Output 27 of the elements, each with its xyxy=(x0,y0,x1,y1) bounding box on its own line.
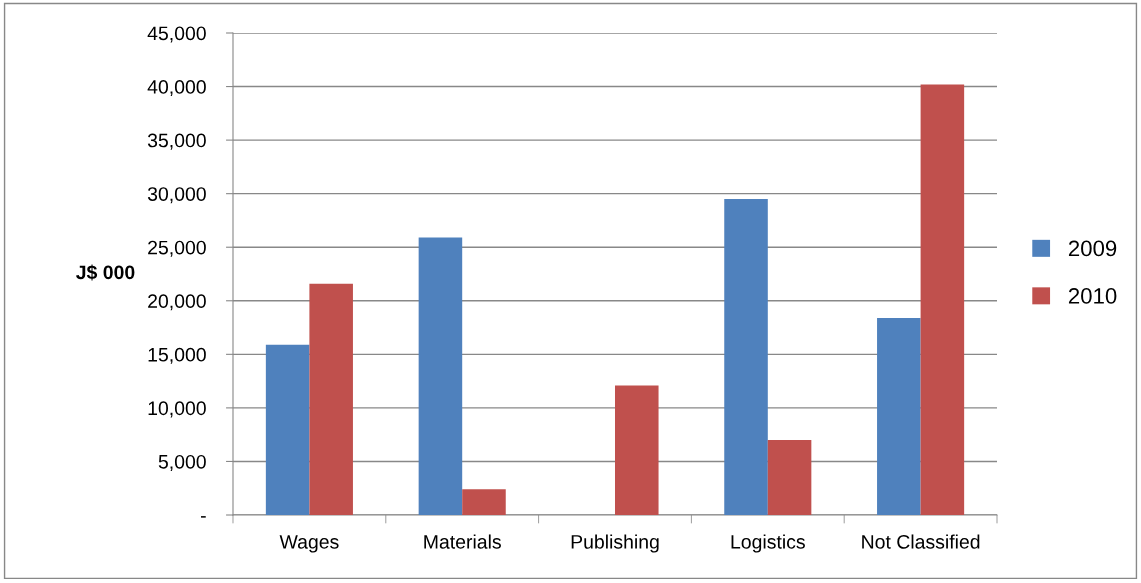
y-axis-title: J$ 000 xyxy=(76,264,135,281)
y-tick-label: 35,000 xyxy=(147,133,206,150)
x-tick-label: Publishing xyxy=(571,534,659,553)
bar xyxy=(877,317,921,515)
bar xyxy=(462,489,506,515)
bar xyxy=(615,385,659,515)
y-tick-label: 20,000 xyxy=(148,294,206,311)
legend-label: 2010 xyxy=(1068,288,1117,304)
bar xyxy=(767,440,812,515)
y-tick-label: 10,000 xyxy=(148,401,206,418)
bar xyxy=(724,199,768,515)
bar xyxy=(309,283,353,515)
y-tick-label: 45,000 xyxy=(147,26,206,43)
y-tick-label: 15,000 xyxy=(148,347,206,364)
x-tick-label: Materials xyxy=(424,534,501,549)
legend-label: 2009 xyxy=(1068,240,1117,257)
bar xyxy=(418,237,463,515)
x-tick-label: Logistics xyxy=(731,534,805,553)
y-tick-label: 25,000 xyxy=(148,240,206,257)
y-tick-label: 40,000 xyxy=(147,80,206,97)
bar xyxy=(920,84,965,515)
y-tick-label: 5,000 xyxy=(158,454,206,471)
x-tick-label: Not Classified xyxy=(862,534,980,549)
y-tick-label: - xyxy=(201,516,206,518)
bar xyxy=(265,344,310,515)
x-tick-label: Wages xyxy=(279,535,339,553)
y-tick-label: 30,000 xyxy=(147,187,206,204)
